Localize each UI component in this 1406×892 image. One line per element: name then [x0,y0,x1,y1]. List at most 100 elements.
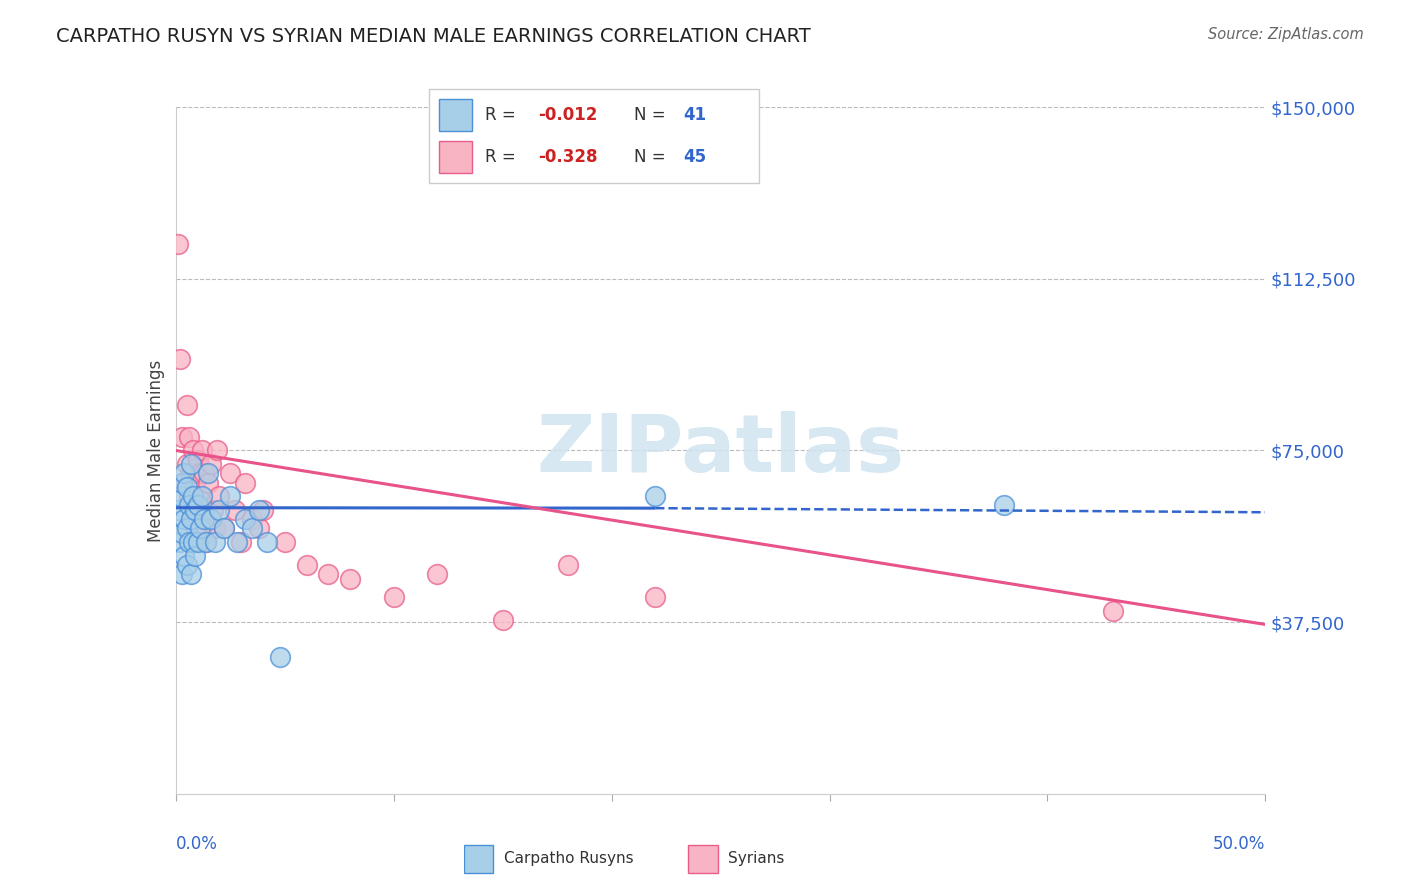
Point [193,512,215,526]
Point [172,475,194,490]
Point [231,535,253,549]
Point [197,475,219,490]
Point [247,503,270,517]
Point [197,467,219,481]
Bar [439,98,472,131]
Text: 45: 45 [683,148,706,166]
Point [181,535,204,549]
Point [186,535,209,549]
Point [180,467,202,481]
Point [180,567,202,582]
Point [240,521,263,535]
Point [184,521,207,535]
Point [204,521,226,535]
Bar [689,845,718,872]
Point [188,467,211,481]
Text: Carpatho Rusyns: Carpatho Rusyns [505,851,634,866]
Point [172,430,194,444]
Point [186,489,209,503]
Point [557,558,579,572]
Text: N =: N = [634,106,671,124]
Point [184,503,207,517]
Text: ZIPatlas: ZIPatlas [537,411,904,490]
Point [167,237,190,252]
Point [176,558,198,572]
Point [426,567,449,582]
Text: N =: N = [634,148,671,166]
Point [169,489,191,503]
Point [993,499,1015,513]
Text: 41: 41 [683,106,706,124]
Point [339,572,361,586]
Point [200,512,222,526]
Point [176,521,198,535]
Point [644,590,666,604]
Point [177,535,200,549]
Point [184,549,207,563]
Point [167,503,190,517]
Point [172,525,194,540]
Point [173,549,195,563]
Point [177,430,200,444]
Bar [439,141,472,173]
Point [177,489,200,503]
Point [191,521,214,535]
Point [173,467,195,481]
Text: Syrians: Syrians [728,851,785,866]
Point [240,512,263,526]
Point [176,457,198,471]
Point [169,535,191,549]
Point [318,567,340,582]
Point [274,535,297,549]
Point [382,590,405,604]
Point [235,512,257,526]
Point [1102,604,1125,618]
Point [200,457,222,471]
Text: R =: R = [485,106,522,124]
Point [172,567,194,582]
Point [176,398,198,412]
Point [173,512,195,526]
Text: 0.0%: 0.0% [176,835,218,853]
Point [212,521,235,535]
Point [204,535,226,549]
Point [224,503,246,517]
Point [181,489,204,503]
Point [173,475,195,490]
Point [186,452,209,467]
Text: 50.0%: 50.0% [1213,835,1265,853]
Point [247,521,270,535]
Point [176,480,198,494]
Point [181,443,204,458]
Point [180,512,202,526]
Point [184,475,207,490]
Point [295,558,318,572]
Point [225,535,247,549]
Point [181,503,204,517]
Point [191,489,214,503]
Point [201,503,224,517]
Point [195,535,218,549]
Y-axis label: Median Male Earnings: Median Male Earnings [146,359,165,541]
Point [193,503,215,517]
Point [180,457,202,471]
Point [169,351,191,366]
Point [191,443,214,458]
Point [193,467,215,481]
Point [492,613,515,627]
Point [208,489,231,503]
Point [186,499,209,513]
Point [195,535,218,549]
Text: -0.012: -0.012 [538,106,598,124]
Point [205,443,228,458]
Text: Source: ZipAtlas.com: Source: ZipAtlas.com [1208,27,1364,42]
Bar [464,845,494,872]
Point [219,467,242,481]
Point [256,535,278,549]
Point [208,503,231,517]
Point [212,521,235,535]
Point [252,503,274,517]
Point [269,649,291,664]
Text: R =: R = [485,148,522,166]
Point [644,489,666,503]
